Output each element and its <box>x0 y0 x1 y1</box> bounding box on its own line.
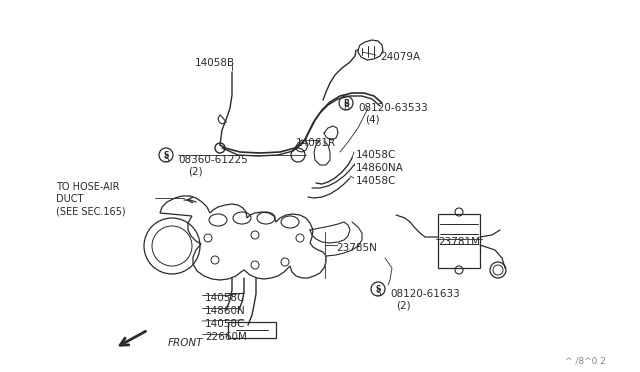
Text: (SEE SEC.165): (SEE SEC.165) <box>56 206 125 216</box>
Text: B: B <box>343 99 349 108</box>
Text: (2): (2) <box>396 301 411 311</box>
Text: S: S <box>375 285 381 294</box>
Text: 22660M: 22660M <box>205 332 247 342</box>
Circle shape <box>159 148 173 162</box>
Bar <box>438 214 480 268</box>
Circle shape <box>371 282 385 296</box>
Text: 23781M: 23781M <box>438 237 480 247</box>
Text: (2): (2) <box>188 167 203 177</box>
Text: 14058B: 14058B <box>195 58 235 68</box>
Text: 14061R: 14061R <box>296 138 336 148</box>
Text: B: B <box>343 103 349 112</box>
Text: 14058C: 14058C <box>356 176 396 186</box>
Text: 08120-63533: 08120-63533 <box>358 103 428 113</box>
Text: 14860NA: 14860NA <box>356 163 404 173</box>
Text: ^ /8^0 2: ^ /8^0 2 <box>565 356 606 365</box>
Text: FRONT: FRONT <box>168 338 204 348</box>
Text: 08120-61633: 08120-61633 <box>390 289 460 299</box>
Text: 14058C: 14058C <box>356 150 396 160</box>
Text: 14860N: 14860N <box>205 306 246 316</box>
Text: S: S <box>375 289 381 298</box>
Text: TO HOSE-AIR: TO HOSE-AIR <box>56 182 120 192</box>
Bar <box>228 322 276 338</box>
Text: S: S <box>163 151 169 160</box>
Text: (4): (4) <box>365 115 380 125</box>
Text: 14058C: 14058C <box>205 319 245 329</box>
Text: S: S <box>163 155 169 164</box>
Text: 08360-61225: 08360-61225 <box>178 155 248 165</box>
Circle shape <box>339 96 353 110</box>
Text: 24079A: 24079A <box>380 52 420 62</box>
Text: DUCT: DUCT <box>56 194 83 204</box>
Text: 23785N: 23785N <box>336 243 377 253</box>
Text: 14058C: 14058C <box>205 293 245 303</box>
